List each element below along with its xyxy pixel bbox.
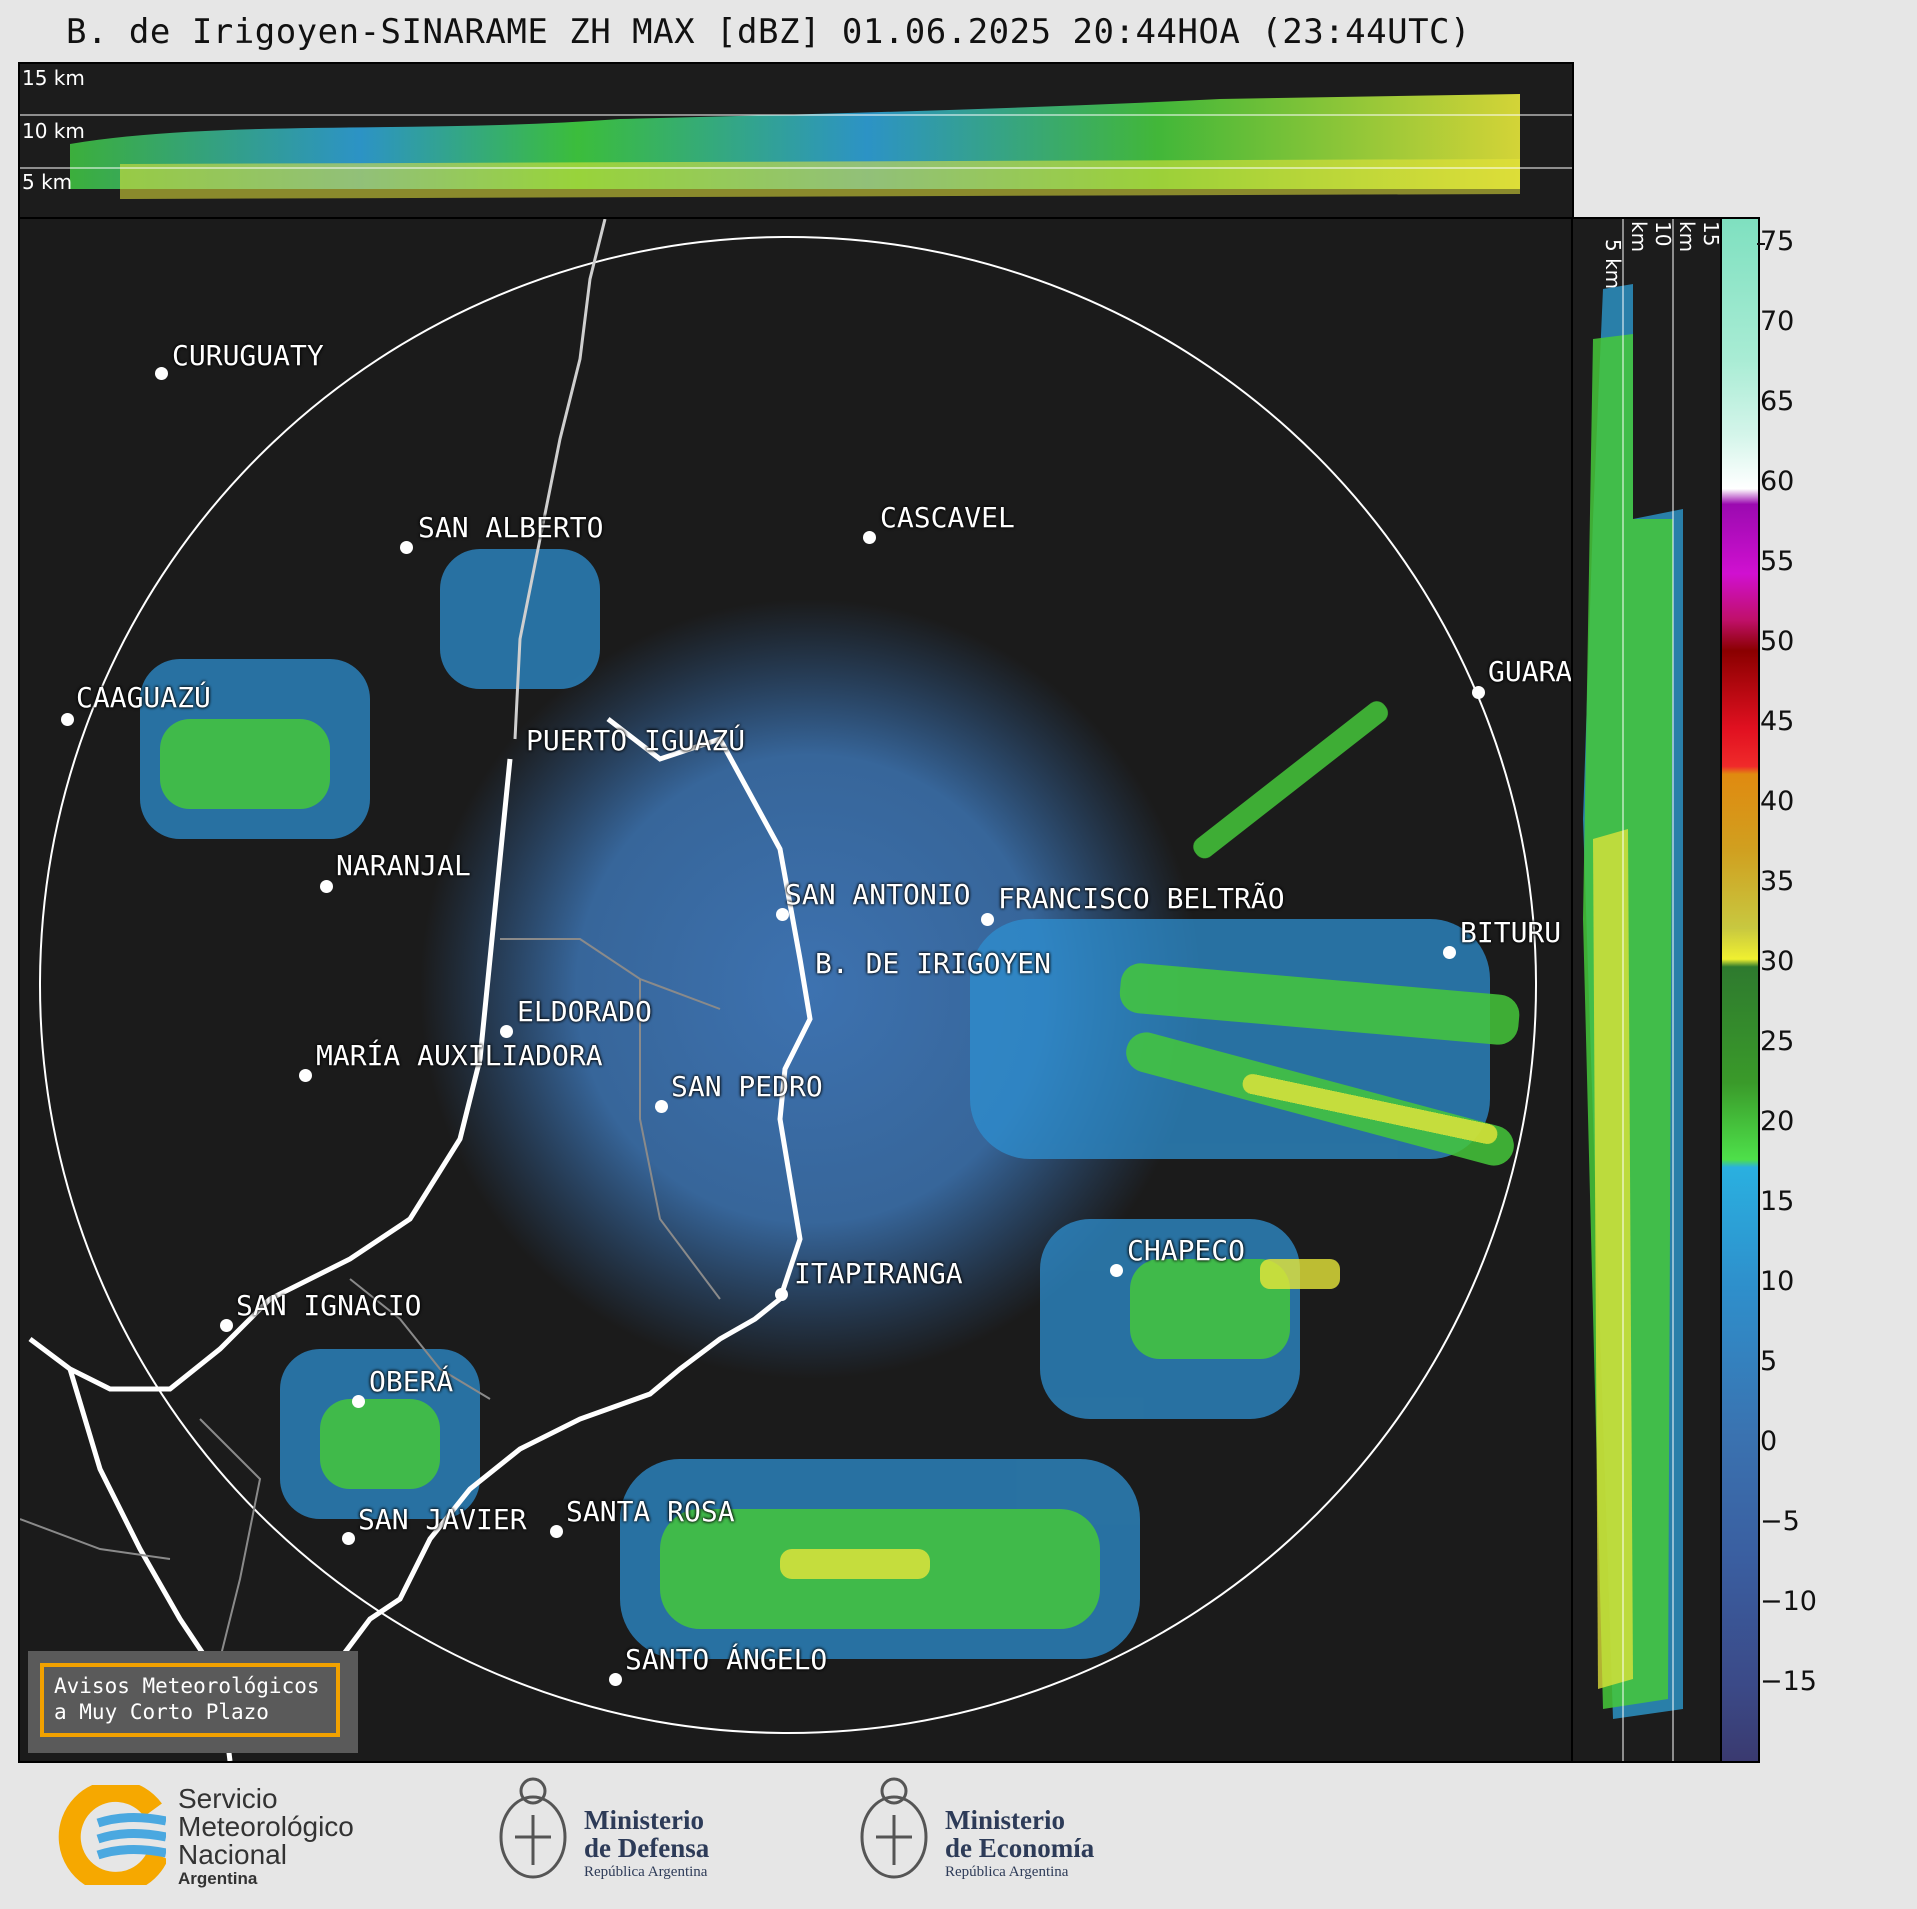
economia-line-2: de Economía — [945, 1833, 1095, 1863]
city-label-cascavel: CASCAVEL — [880, 501, 1015, 534]
city-label-bituru: BITURU — [1460, 916, 1562, 949]
colorbar-tick-minus-5: −5 — [1760, 1506, 1800, 1537]
city-label-chapeco: CHAPECO — [1127, 1234, 1246, 1267]
colorbar-tick-65: 65 — [1760, 386, 1795, 417]
city-dot-san-antonio — [776, 908, 789, 921]
city-label-san-ignacio: SAN IGNACIO — [236, 1289, 422, 1322]
city-dot-guara — [1472, 686, 1485, 699]
colorbar-tick-25: 25 — [1760, 1026, 1795, 1057]
colorbar-tick-5: 5 — [1760, 1346, 1778, 1377]
city-dot-caaguazu — [61, 713, 74, 726]
radar-map-svg — [20, 219, 1537, 1761]
top-cross-section-panel: 15 km 10 km 5 km — [18, 62, 1574, 219]
side-cross-section-panel: 5 km 10 km 15 km — [1571, 217, 1723, 1763]
smn-logo — [58, 1779, 169, 1894]
border-line — [238, 717, 813, 1741]
city-dot-naranjal — [320, 880, 333, 893]
city-dot-san-pedro — [655, 1100, 668, 1113]
city-dot-san-ignacio — [220, 1319, 233, 1332]
colorbar-tick-minus-10: −10 — [1760, 1586, 1817, 1617]
smn-logo-text: Servicio Meteorológico Nacional Argentin… — [178, 1785, 354, 1889]
smn-line-4: Argentina — [178, 1869, 258, 1888]
colorbar-tick-15: 15 — [1760, 1186, 1795, 1217]
colorbar-tick-0: 0 — [1760, 1426, 1778, 1457]
economia-line-3: República Argentina — [945, 1864, 1069, 1880]
warning-box: Avisos Meteorológicos a Muy Corto Plazo — [28, 1651, 358, 1753]
smn-line-2: Meteorológico — [178, 1811, 354, 1842]
city-dot-santa-rosa — [550, 1525, 563, 1538]
side-km-label-5: 5 km — [1601, 239, 1625, 290]
city-dot-chapeco — [1110, 1264, 1123, 1277]
city-label-eldorado: ELDORADO — [517, 995, 652, 1028]
colorbar-tick-55: 55 — [1760, 546, 1795, 577]
city-dot-san-alberto — [400, 541, 413, 554]
city-dot-francisco-beltrao — [981, 913, 994, 926]
city-dot-itapiranga — [775, 1288, 788, 1301]
range-ring — [39, 236, 1537, 1734]
argentina-seal-icon-2 — [856, 1775, 932, 1893]
side-km-label-15: 15 km — [1675, 221, 1723, 253]
colorbar-mark — [1757, 243, 1765, 245]
top-km-label-5: 5 km — [22, 170, 73, 194]
city-label-b-de-irigoyen: B. DE IRIGOYEN — [815, 947, 1052, 980]
economia-logo-text: Ministerio de Economía República Argenti… — [945, 1806, 1094, 1882]
radar-map-panel: CURUGUATY SAN ALBERTO CASCAVEL CAAGUAZÚ … — [18, 217, 1574, 1763]
defensa-line-3: República Argentina — [584, 1864, 708, 1880]
city-label-guara: GUARA — [1488, 655, 1573, 688]
defensa-logo-text: Ministerio de Defensa República Argentin… — [584, 1806, 709, 1882]
colorbar-tick-minus-15: −15 — [1760, 1666, 1817, 1697]
colorbar-tick-35: 35 — [1760, 866, 1795, 897]
warning-label-frame: Avisos Meteorológicos a Muy Corto Plazo — [40, 1663, 340, 1737]
side-km-label-10: 10 km — [1627, 221, 1675, 253]
city-dot-eldorado — [500, 1025, 513, 1038]
page-title: B. de Irigoyen-SINARAME ZH MAX [dBZ] 01.… — [66, 12, 1471, 52]
argentina-seal-icon — [495, 1775, 571, 1893]
colorbar-tick-20: 20 — [1760, 1106, 1795, 1137]
city-label-itapiranga: ITAPIRANGA — [794, 1257, 963, 1290]
city-label-puerto-iguazu: PUERTO IGUAZÚ — [526, 724, 746, 757]
border-line-north — [513, 219, 607, 740]
department-lines — [20, 938, 721, 1660]
dbz-colorbar — [1720, 217, 1760, 1763]
city-label-caaguazu: CAAGUAZÚ — [76, 681, 211, 714]
city-label-maria-auxiliadora: MARÍA AUXILIADORA — [316, 1039, 603, 1072]
radar-echo-core — [420, 599, 1200, 1379]
warning-line-1: Avisos Meteorológicos — [54, 1674, 320, 1698]
colorbar-tick-10: 10 — [1760, 1266, 1795, 1297]
city-dot-san-javier — [342, 1532, 355, 1545]
city-label-naranjal: NARANJAL — [336, 849, 471, 882]
radar-echo-yellow — [780, 1074, 1498, 1579]
border-line-paraguay — [28, 758, 513, 1392]
city-label-curuguaty: CURUGUATY — [172, 339, 324, 372]
city-label-santa-rosa: SANTA ROSA — [566, 1495, 735, 1528]
city-dot-obera — [352, 1395, 365, 1408]
city-label-francisco-beltrao: FRANCISCO BELTRÃO — [998, 882, 1285, 915]
warning-line-2: a Muy Corto Plazo — [54, 1700, 269, 1724]
colorbar-tick-40: 40 — [1760, 786, 1795, 817]
top-km-label-10: 10 km — [22, 119, 85, 143]
city-dot-santo-angelo — [609, 1673, 622, 1686]
smn-line-3: Nacional — [178, 1839, 287, 1870]
top-km-label-15: 15 km — [22, 66, 85, 90]
economia-line-1: Ministerio — [945, 1805, 1065, 1835]
city-label-san-alberto: SAN ALBERTO — [418, 511, 604, 544]
colorbar-tick-75: 75 — [1760, 226, 1795, 257]
city-dot-maria-auxiliadora — [299, 1069, 312, 1082]
city-dot-curuguaty — [155, 367, 168, 380]
defensa-line-2: de Defensa — [584, 1833, 710, 1863]
city-label-san-pedro: SAN PEDRO — [671, 1070, 823, 1103]
city-label-san-antonio: SAN ANTONIO — [785, 878, 971, 911]
colorbar-tick-45: 45 — [1760, 706, 1795, 737]
smn-line-1: Servicio — [178, 1783, 278, 1814]
colorbar-tick-70: 70 — [1760, 306, 1795, 337]
defensa-line-1: Ministerio — [584, 1805, 704, 1835]
city-label-santo-angelo: SANTO ÁNGELO — [625, 1643, 828, 1676]
city-dot-cascavel — [863, 531, 876, 544]
city-label-obera: OBERÁ — [369, 1365, 454, 1398]
city-label-san-javier: SAN JAVIER — [358, 1503, 527, 1536]
city-dot-bituru — [1443, 946, 1456, 959]
colorbar-tick-50: 50 — [1760, 626, 1795, 657]
colorbar-tick-30: 30 — [1760, 946, 1795, 977]
colorbar-tick-60: 60 — [1760, 466, 1795, 497]
